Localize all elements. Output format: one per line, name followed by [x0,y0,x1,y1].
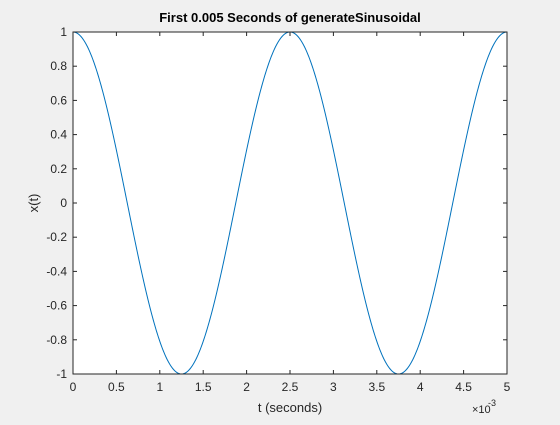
x-axis-label: t (seconds) [258,400,322,415]
y-axis-label: x(t) [26,194,41,213]
x-tick-label: 5 [504,380,511,394]
x-tick-label: 4.5 [455,380,472,394]
y-tick-label: -0.6 [46,299,67,313]
x-tick-label: 3.5 [368,380,385,394]
axes-box [72,31,508,375]
y-tick-label: -0.4 [46,264,67,278]
y-tick-label: -0.8 [46,333,67,347]
tick-layer: 0 0.5 1 1.5 2 2.5 3 3.5 4 4.5 5 -1 -0.8 -0.6 -0.4 -0.2 0… [46,25,510,394]
y-tick-label: -1 [56,367,67,381]
x-tick-label: 4 [417,380,424,394]
x-tick-label: 0.5 [108,380,125,394]
x-tick-label: 2 [243,380,250,394]
x-tick-label: 1.5 [195,380,212,394]
y-tick-label: -0.2 [46,230,67,244]
y-tick-label: 0.8 [50,59,67,73]
x-tick-label: 3 [330,380,337,394]
x-exponent-power: -3 [488,398,496,408]
y-tick-label: 0.4 [50,128,67,142]
x-exponent-label: ×10 [472,404,491,416]
y-tick-label: 0 [60,196,67,210]
y-tick-label: 0.6 [50,93,67,107]
plot-area [73,32,507,374]
y-tick-label: 0.2 [50,162,67,176]
x-tick-label: 1 [156,380,163,394]
x-tick-label: 2.5 [282,380,299,394]
chart-title: First 0.005 Seconds of generateSinusoida… [159,10,421,25]
y-tick-label: 1 [60,25,67,39]
x-tick-label: 0 [70,380,77,394]
